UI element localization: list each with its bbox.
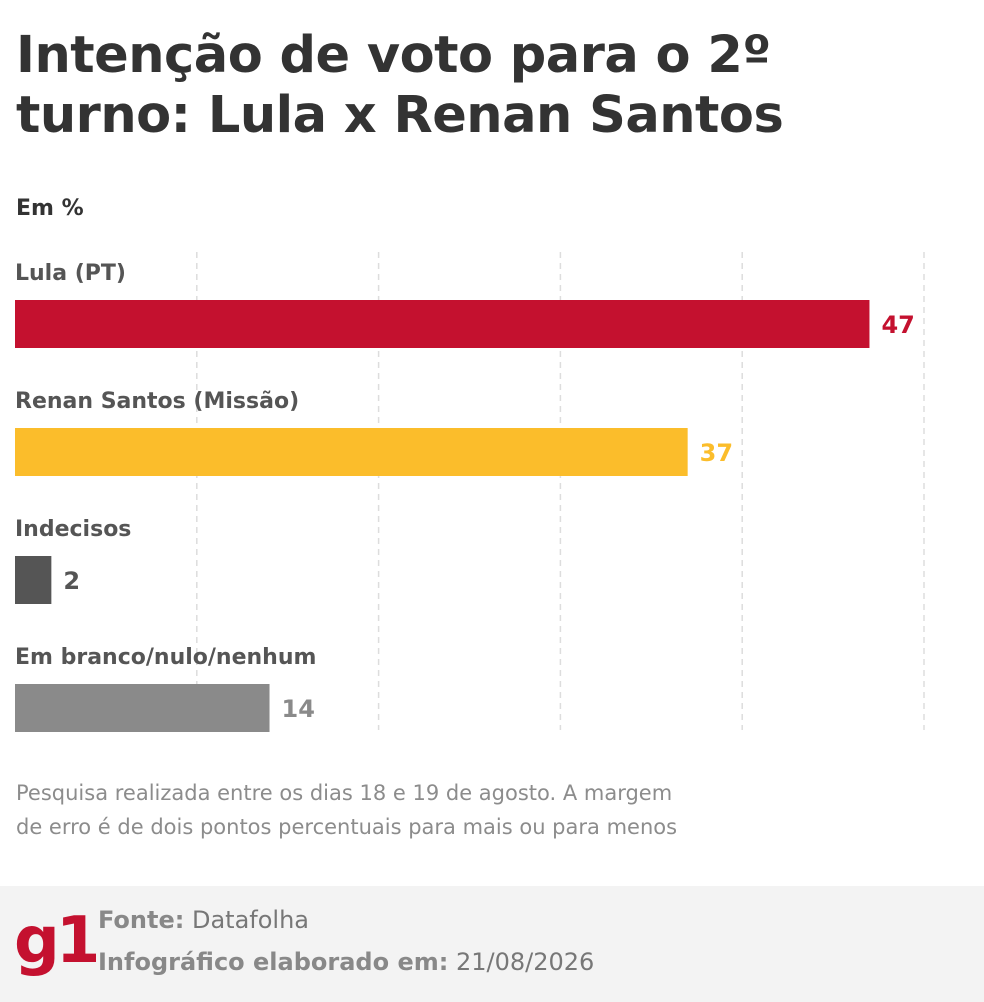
g1-logo: g1 bbox=[14, 904, 100, 978]
category-label: Em branco/nulo/nenhum bbox=[15, 645, 316, 670]
bars: Lula (PT) 47 Renan Santos (Missão) 37 Indeci… bbox=[15, 261, 915, 732]
value-label: 2 bbox=[63, 567, 80, 595]
methodology-note: Pesquisa realizada entre os dias 18 e 19… bbox=[16, 776, 816, 844]
unit-label: Em % bbox=[16, 196, 84, 221]
bar bbox=[15, 684, 270, 732]
date-line: Infográfico elaborado em: 21/08/2026 bbox=[98, 948, 594, 976]
value-label: 37 bbox=[700, 439, 733, 467]
date-value: 21/08/2026 bbox=[455, 948, 595, 976]
note-line-2: de erro é de dois pontos percentuais par… bbox=[16, 815, 678, 839]
value-label: 47 bbox=[881, 311, 914, 339]
source-line: Fonte: Datafolha bbox=[98, 906, 309, 934]
footer: g1 Fonte: Datafolha Infográfico elaborad… bbox=[0, 886, 984, 1002]
bar-chart: Lula (PT) 47 Renan Santos (Missão) 37 Indeci… bbox=[15, 252, 925, 732]
category-label: Indecisos bbox=[15, 517, 131, 542]
date-label: Infográfico elaborado em: bbox=[98, 948, 449, 976]
note-line-1: Pesquisa realizada entre os dias 18 e 19… bbox=[16, 781, 673, 805]
category-label: Lula (PT) bbox=[15, 261, 126, 286]
bar bbox=[15, 300, 870, 348]
source-value: Datafolha bbox=[191, 906, 310, 934]
category-label: Renan Santos (Missão) bbox=[15, 389, 299, 414]
source-label: Fonte: bbox=[98, 906, 185, 934]
bar bbox=[15, 556, 52, 604]
chart-title: Intenção de voto para o 2º turno: Lula x… bbox=[16, 26, 784, 145]
value-label: 14 bbox=[282, 695, 315, 723]
bar bbox=[15, 428, 688, 476]
